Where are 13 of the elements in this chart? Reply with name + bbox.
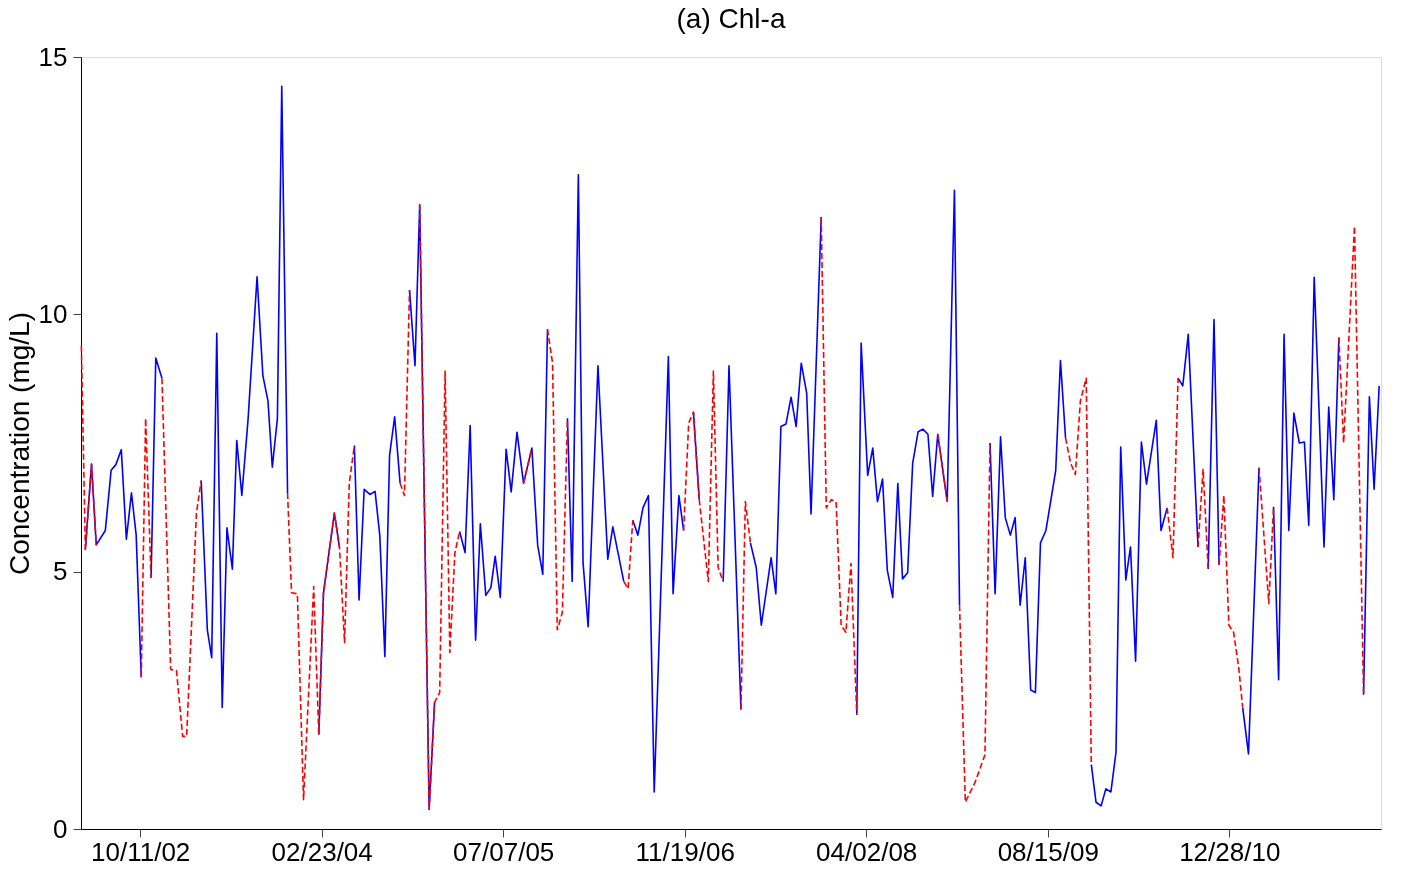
y-tick-label: 5 [53, 556, 68, 587]
x-tick-label: 08/15/09 [997, 836, 1099, 867]
y-tick-label: 10 [38, 298, 68, 329]
x-tick-label: 02/23/04 [271, 836, 373, 867]
y-tick-label: 0 [53, 813, 68, 844]
x-tick-label: 07/07/05 [453, 836, 555, 867]
chart-title: (a) Chl-a [676, 3, 786, 34]
x-tick-label: 10/11/02 [91, 836, 191, 867]
x-tick-label: 04/02/08 [816, 836, 918, 867]
x-tick-label: 11/19/06 [635, 836, 735, 867]
y-axis-title: Concentration (mg/L) [3, 311, 35, 576]
x-tick-label: 12/28/10 [1179, 836, 1281, 867]
y-tick-label: 15 [38, 41, 68, 72]
